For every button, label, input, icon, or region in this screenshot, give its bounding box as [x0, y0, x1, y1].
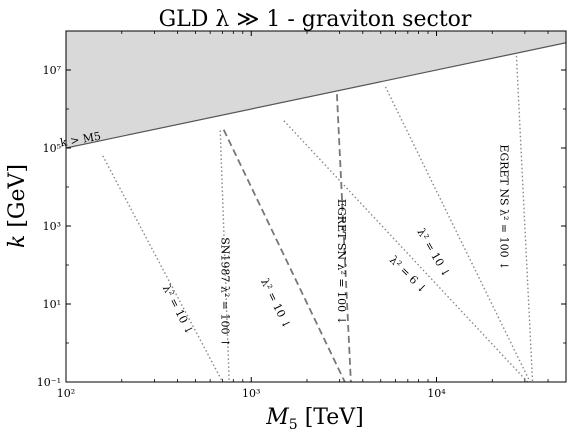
x-tick-label-2: 10³	[242, 387, 260, 400]
annotation-8: EGRET NS λ² = 100 ↓	[498, 144, 511, 270]
annotation-2: λ² = 10 ↓	[160, 283, 196, 337]
excluded-region	[66, 31, 566, 148]
x-tick-label-1: 10²	[57, 387, 75, 400]
annotation-3: SN1987 λ² = 100 ↑	[218, 237, 231, 347]
annotation-5: EGRET SN λ² = 100 ↓	[335, 199, 348, 325]
series-line-5	[283, 120, 529, 382]
x-tick-label-3: 10⁴	[427, 387, 446, 400]
series-line-3	[222, 129, 346, 382]
chart-title: GLD λ ≫ 1 - graviton sector	[159, 7, 472, 32]
series-line-4	[336, 94, 352, 382]
series-line-6	[384, 86, 531, 382]
y-tick-label-5: 10⁷	[43, 64, 62, 77]
plot-frame	[65, 30, 567, 383]
annotation-7: λ² = 10 ↓	[414, 226, 452, 280]
x-axis-label: M5 [TeV]	[265, 405, 364, 432]
y-tick-label-2: 10¹	[43, 298, 61, 311]
y-axis-label: k [GeV]	[5, 164, 30, 248]
series-line-1	[102, 155, 224, 382]
excluded-boundary-line	[66, 42, 566, 149]
annotation-4: λ² = 10 ↓	[258, 277, 293, 332]
annotation-6: λ² = 6 ↓	[387, 253, 430, 296]
y-tick-label-4: 10⁵	[43, 142, 61, 155]
y-tick-label-3: 10³	[43, 220, 61, 233]
y-tick-label-1: 10⁻¹	[37, 376, 61, 389]
series-line-7	[515, 55, 534, 382]
